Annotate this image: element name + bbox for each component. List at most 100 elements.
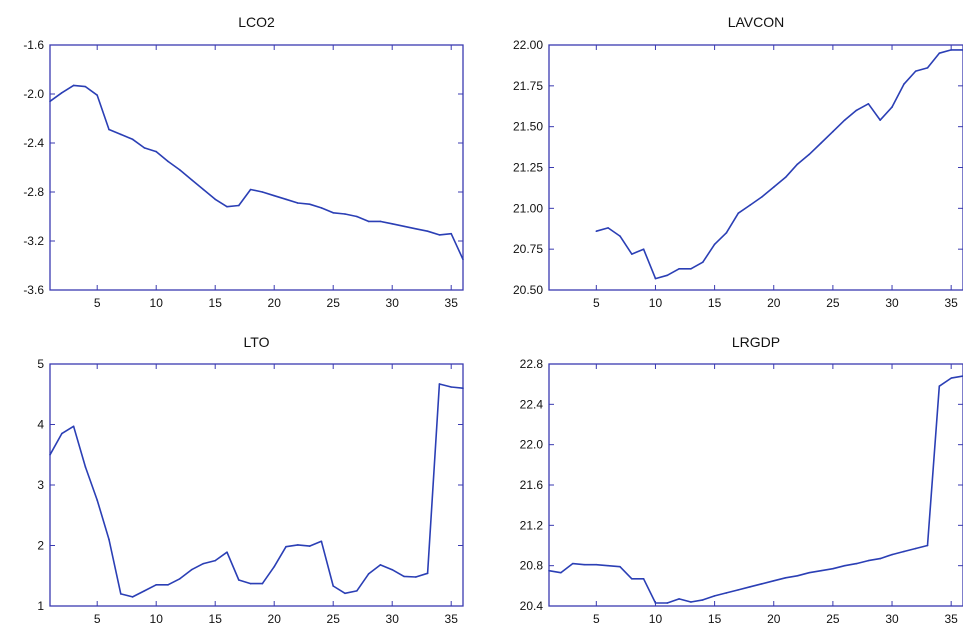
- lco2-data-point: [143, 147, 146, 149]
- lavcon-data-point: [619, 235, 621, 237]
- lrgdp-data-point: [938, 385, 941, 387]
- lto-data-point: [238, 579, 240, 581]
- lavcon-panel: LAVCON 22.00 21.75 21.50 21.25 21.00 20.75 20.5…: [513, 14, 963, 310]
- lto-data-point: [84, 466, 87, 468]
- lavcon-data-point: [832, 130, 834, 133]
- lrgdp-panel: LRGDP 22.8 22.4 22.0 21.6 21.2 20.8 20.4 5 10 15 20…: [520, 334, 963, 626]
- lco2-data-point: [167, 160, 169, 163]
- lavcon-data-point: [950, 49, 952, 51]
- lco2-data-point: [96, 94, 98, 97]
- lco2-data-point: [297, 202, 299, 204]
- lavcon-series-line: [596, 49, 963, 280]
- lavcon-xtick-label: 30: [885, 296, 899, 310]
- lto-data-point: [120, 593, 122, 595]
- lavcon-xtick-label: 20: [767, 296, 781, 310]
- lavcon-xtick-label: 15: [708, 296, 722, 310]
- lavcon-ytick-label: 20.50: [513, 283, 543, 297]
- lco2-xtick-label: 35: [445, 296, 459, 310]
- lto-data-point: [320, 540, 323, 543]
- lrgdp-ytick-label: 22.8: [520, 357, 544, 371]
- lto-xtick-label: 5: [94, 612, 101, 626]
- lrgdp-data-point: [654, 602, 657, 604]
- lrgdp-data-point: [749, 586, 751, 588]
- lto-data-point: [190, 568, 193, 571]
- lto-data-point: [214, 559, 216, 562]
- lrgdp-data-point: [820, 569, 822, 572]
- lco2-xtick-label: 30: [386, 296, 400, 310]
- lco2-ytick-label: -2.4: [23, 136, 44, 150]
- lco2-data-point: [226, 205, 228, 208]
- lco2-data-point: [426, 230, 429, 232]
- lto-data-point: [179, 577, 181, 580]
- lavcon-data-point: [820, 142, 822, 144]
- lco2-data-point: [120, 133, 122, 136]
- lco2-xtick-label: 20: [268, 296, 282, 310]
- lavcon-data-point: [772, 186, 775, 188]
- lco2-data-point: [285, 198, 287, 201]
- lco2-data-point: [356, 215, 358, 218]
- lrgdp-ytick-label: 20.4: [520, 599, 544, 613]
- lco2-xtick-label: 25: [327, 296, 341, 310]
- lavcon-data-point: [879, 119, 881, 121]
- lrgdp-data-point: [666, 602, 669, 604]
- lavcon-title: LAVCON: [728, 14, 785, 30]
- lavcon-ytick-label: 20.75: [513, 242, 543, 256]
- lrgdp-data-point: [607, 564, 609, 567]
- lco2-data-point: [190, 178, 193, 181]
- lto-data-point: [226, 551, 228, 553]
- lavcon-data-point: [903, 83, 905, 85]
- lavcon-data-point: [595, 230, 598, 232]
- lavcon-data-point: [713, 243, 716, 246]
- lavcon-ytick-label: 21.75: [513, 79, 543, 93]
- lto-xtick-label: 35: [445, 612, 459, 626]
- lrgdp-data-point: [772, 579, 775, 582]
- lto-data-point: [462, 387, 464, 390]
- lto-data-point: [332, 585, 335, 587]
- lavcon-data-point: [914, 70, 917, 72]
- lrgdp-xtick-label: 5: [593, 612, 600, 626]
- lrgdp-data-point: [855, 562, 858, 565]
- lto-ytick-label: 2: [37, 539, 44, 553]
- lco2-data-point: [214, 198, 216, 201]
- lrgdp-data-point: [761, 583, 763, 585]
- lrgdp-data-point: [583, 563, 586, 566]
- lavcon-ytick-label: 21.00: [513, 201, 543, 215]
- lrgdp-data-point: [571, 562, 574, 565]
- lavcon-data-point: [749, 204, 751, 206]
- lco2-title: LCO2: [238, 14, 275, 30]
- lto-series-line: [49, 383, 464, 598]
- lco2-data-point: [249, 188, 252, 191]
- lrgdp-data-point: [867, 559, 870, 562]
- lto-data-point: [308, 545, 311, 547]
- lto-data-point: [131, 596, 134, 598]
- lto-data-point: [96, 499, 98, 501]
- lavcon-data-point: [654, 277, 657, 280]
- lco2-data-point: [403, 225, 405, 228]
- lco2-data-point: [344, 213, 346, 215]
- lco2-data-point: [155, 150, 157, 153]
- lco2-series-line: [49, 84, 464, 260]
- lavcon-data-point: [855, 109, 858, 112]
- lrgdp-ytick-label: 22.0: [520, 438, 544, 452]
- lrgdp-data-point: [843, 564, 846, 567]
- lrgdp-data-point: [737, 589, 740, 591]
- lto-data-point: [297, 544, 299, 546]
- lavcon-data-point: [926, 67, 929, 69]
- lrgdp-series-line: [548, 375, 963, 604]
- lto-title: LTO: [244, 334, 270, 350]
- lto-plot-frame: [49, 363, 464, 607]
- lco2-data-point: [179, 169, 181, 171]
- lrgdp-data-point: [642, 577, 645, 580]
- lco2-panel: LCO2 -1.6 -2.0 -2.4 -2.8 -3.2 -3.6 5 10 15 20 25 30 3…: [23, 14, 464, 310]
- lavcon-data-point: [678, 267, 680, 270]
- lto-data-point: [202, 562, 205, 565]
- lto-ytick-label: 5: [37, 357, 44, 371]
- lto-data-point: [379, 564, 382, 566]
- lto-data-point: [167, 584, 169, 586]
- lavcon-xtick-label: 5: [593, 296, 600, 310]
- lavcon-data-point: [891, 106, 893, 108]
- lco2-plot-frame: [49, 44, 464, 291]
- lavcon-data-point: [796, 163, 799, 166]
- lrgdp-xtick-label: 35: [944, 612, 958, 626]
